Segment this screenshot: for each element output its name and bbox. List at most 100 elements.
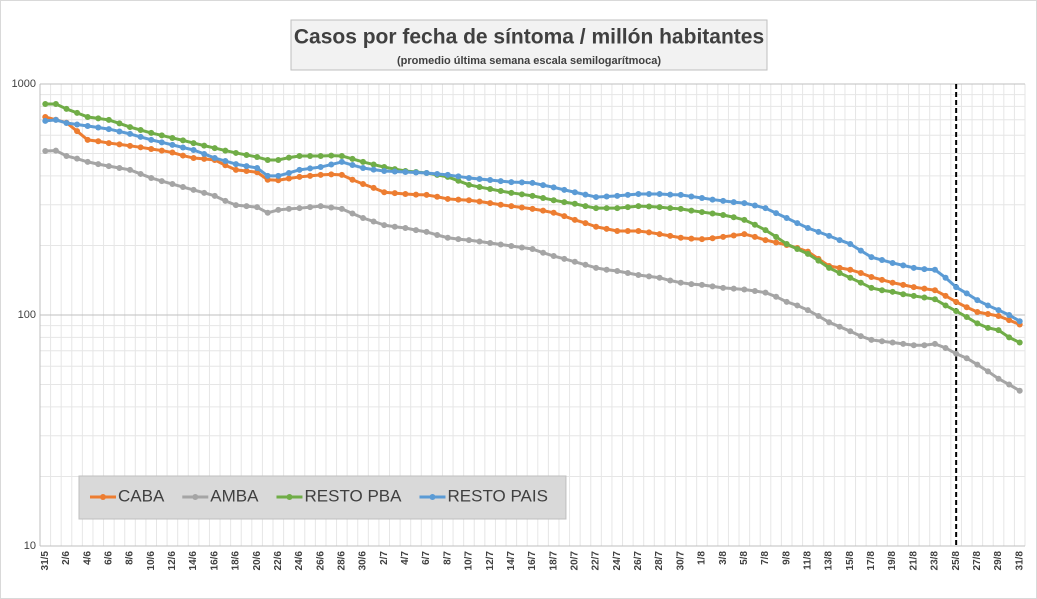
data-point (42, 117, 49, 124)
data-point (105, 163, 112, 170)
data-point (412, 227, 419, 234)
data-point (275, 177, 282, 184)
data-point (688, 281, 695, 288)
x-tick-label: 6/6 (103, 551, 114, 565)
data-point (42, 147, 49, 154)
data-point (487, 239, 494, 246)
data-point (349, 155, 356, 162)
data-point (540, 194, 547, 201)
data-point (518, 204, 525, 211)
data-point (974, 361, 981, 368)
x-tick-label: 24/7 (612, 551, 623, 571)
x-tick-label: 4/7 (400, 551, 411, 565)
data-point (836, 269, 843, 276)
data-point (148, 146, 155, 153)
data-point (190, 140, 197, 147)
x-tick-label: 25/8 (951, 551, 962, 571)
data-point (169, 181, 176, 188)
data-point (677, 191, 684, 198)
data-point (836, 264, 843, 271)
data-point (815, 228, 822, 235)
data-point (730, 199, 737, 206)
data-point (836, 237, 843, 244)
x-tick-label: 11/8 (803, 551, 814, 570)
data-point (63, 105, 70, 112)
data-point (402, 168, 409, 175)
legend-box (78, 475, 567, 520)
data-point (529, 205, 536, 212)
data-point (391, 190, 398, 197)
data-point (296, 152, 303, 159)
legend-marker (286, 494, 293, 500)
data-point (730, 232, 737, 239)
data-point (465, 181, 472, 188)
data-point (571, 216, 578, 223)
x-tick-label: 9/8 (781, 551, 792, 565)
data-point (963, 304, 970, 311)
x-tick-label: 16/6 (209, 551, 220, 571)
data-point (571, 189, 578, 196)
data-point (296, 205, 303, 212)
x-tick-label: 31/8 (1014, 551, 1025, 571)
data-point (275, 206, 282, 213)
data-point (296, 166, 303, 173)
data-point (847, 240, 854, 247)
data-point (518, 244, 525, 251)
x-tick-label: 8/6 (125, 551, 136, 565)
data-point (953, 284, 960, 291)
data-point (995, 375, 1002, 382)
data-point (656, 274, 663, 281)
data-point (127, 142, 134, 149)
data-point (741, 286, 748, 293)
data-point (667, 277, 674, 284)
data-point (116, 164, 123, 171)
data-point (624, 228, 631, 235)
data-point (921, 294, 928, 301)
data-point (434, 170, 441, 177)
data-point (910, 284, 917, 291)
data-point (370, 161, 377, 168)
data-point (338, 171, 345, 178)
data-point (338, 158, 345, 165)
x-tick-label: 26/6 (315, 551, 326, 571)
data-point (402, 191, 409, 198)
data-point (624, 204, 631, 211)
data-point (307, 152, 314, 159)
data-point (656, 204, 663, 211)
data-point (646, 203, 653, 210)
x-tick-label: 19/8 (887, 551, 898, 571)
data-point (614, 192, 621, 199)
data-point (127, 166, 134, 173)
data-point (879, 287, 886, 294)
data-point (497, 201, 504, 208)
data-point (370, 184, 377, 191)
data-point (561, 255, 568, 262)
data-point (900, 291, 907, 298)
data-point (74, 109, 81, 116)
data-point (52, 147, 59, 154)
data-point (582, 261, 589, 268)
x-tick-label: 26/7 (633, 551, 644, 571)
x-tick-label: 27/8 (972, 551, 983, 571)
data-point (561, 199, 568, 206)
data-point (264, 156, 271, 163)
data-point (783, 214, 790, 221)
data-point (127, 130, 134, 137)
x-tick-label: 1/8 (697, 551, 708, 565)
data-point (497, 188, 504, 195)
data-point (116, 141, 123, 148)
data-point (582, 203, 589, 210)
data-point (476, 198, 483, 205)
legend-marker (192, 494, 199, 500)
data-point (360, 181, 367, 188)
data-point (349, 176, 356, 183)
data-point (179, 137, 186, 144)
data-point (116, 128, 123, 135)
x-tick-label: 12/6 (167, 551, 178, 571)
data-point (667, 191, 674, 198)
data-point (561, 186, 568, 193)
data-point (963, 314, 970, 321)
data-point (137, 144, 144, 151)
data-point (296, 173, 303, 180)
